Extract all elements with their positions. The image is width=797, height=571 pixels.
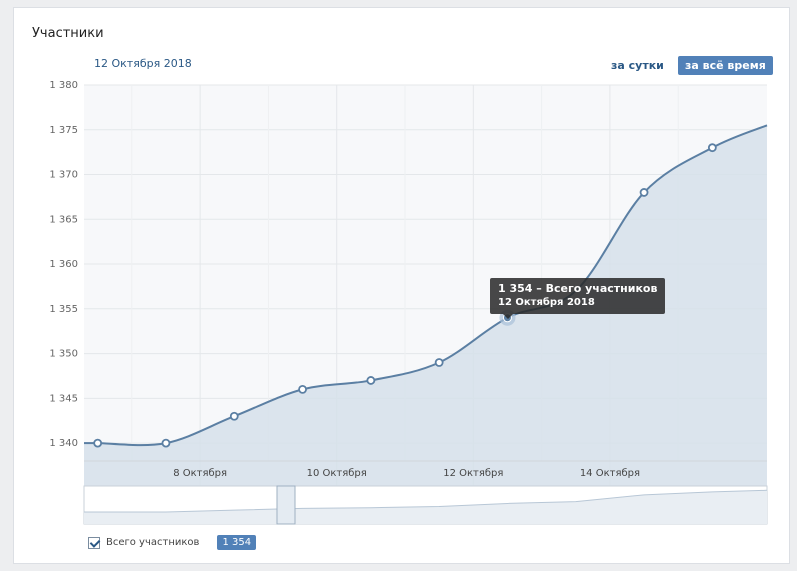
y-tick-label: 1 365 (49, 214, 78, 225)
y-tick-label: 1 345 (49, 393, 78, 404)
y-tick-label: 1 355 (49, 304, 78, 315)
data-point (229, 411, 239, 421)
y-tick-label: 1 375 (49, 125, 78, 136)
x-tick-label: 10 Октября (307, 468, 367, 479)
tooltip-value: 1 354 – Всего участников (498, 282, 658, 295)
data-point (93, 438, 103, 448)
series-line (97, 124, 768, 447)
y-tick-label: 1 340 (49, 438, 78, 449)
data-point (434, 358, 444, 367)
chart-tooltip: 1 354 – Всего участников 12 Октября 2018 (490, 278, 666, 319)
x-tick-label: 8 Октября (173, 468, 227, 479)
tooltip-date: 12 Октября 2018 (498, 297, 595, 308)
legend-label: Всего участников (106, 537, 200, 548)
x-tick-label: 14 Октября (580, 468, 640, 479)
series-area (84, 125, 767, 487)
data-point (366, 376, 376, 385)
y-tick-label: 1 380 (49, 80, 78, 91)
data-point (298, 384, 307, 394)
y-tick-label: 1 350 (49, 349, 78, 360)
x-tick-label: 12 Октября (443, 468, 503, 479)
tab-all-time[interactable]: за всё время (678, 56, 773, 75)
navigator-handle (276, 485, 296, 525)
navigator-line (84, 489, 768, 513)
tab-day[interactable]: за сутки (611, 59, 664, 72)
y-tick-label: 1 360 (49, 259, 78, 270)
card-title: Участники (32, 26, 104, 41)
data-point (639, 188, 649, 197)
legend-checkbox[interactable] (88, 536, 100, 549)
data-point (161, 438, 171, 448)
selected-date: 12 Октября 2018 (94, 57, 192, 70)
legend-value-badge: 1 354 (217, 535, 257, 550)
chart-legend: Всего участников 1 354 (88, 535, 257, 550)
data-point (707, 143, 717, 153)
y-tick-label: 1 370 (49, 170, 78, 181)
